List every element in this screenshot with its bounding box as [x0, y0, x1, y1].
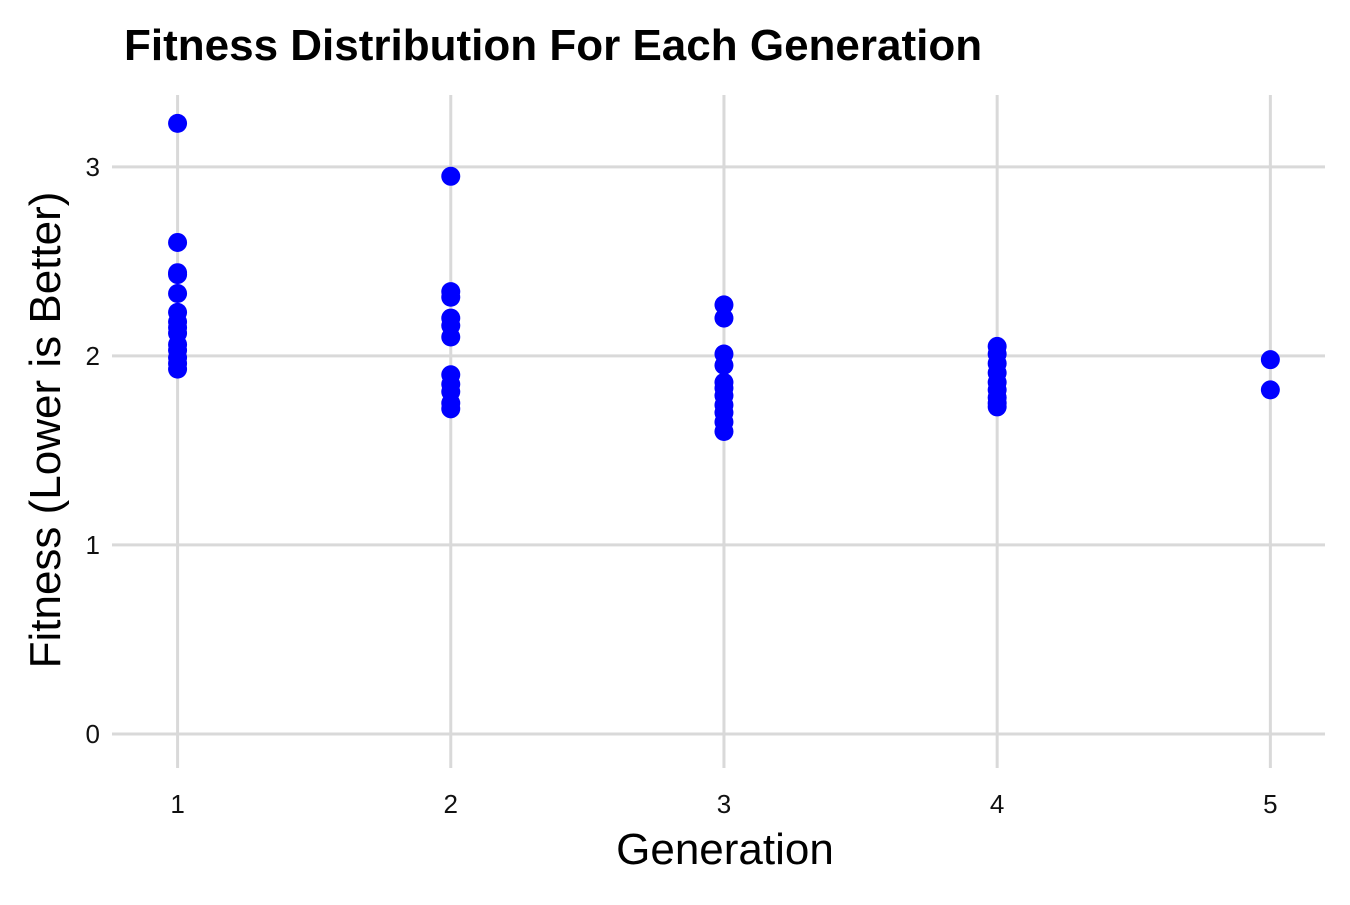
x-tick-label: 2 [444, 789, 458, 819]
y-tick-label: 3 [86, 152, 100, 182]
chart-title: Fitness Distribution For Each Generation [124, 21, 982, 70]
data-point [1260, 380, 1280, 400]
y-tick-label: 0 [86, 719, 100, 749]
data-point [714, 308, 734, 328]
data-point [441, 287, 461, 307]
data-point [714, 355, 734, 375]
data-point [168, 113, 188, 133]
x-tick-label: 3 [717, 789, 731, 819]
y-axis-ticks: 0 1 2 3 [86, 152, 100, 749]
data-point [714, 422, 734, 441]
data-point [987, 397, 1007, 417]
x-tick-label: 5 [1263, 789, 1277, 819]
x-tick-label: 1 [170, 789, 184, 819]
x-axis-ticks: 1 2 3 4 5 [170, 789, 1277, 819]
data-point [168, 283, 188, 303]
data-point [168, 265, 188, 285]
x-tick-label: 4 [990, 789, 1004, 819]
data-point [441, 166, 461, 186]
y-axis-label: Fitness (Lower is Better) [21, 192, 70, 669]
data-point [168, 359, 188, 379]
data-point [1260, 350, 1280, 370]
x-axis-label: Generation [616, 825, 834, 874]
data-points [168, 113, 1280, 441]
y-tick-label: 1 [86, 530, 100, 560]
data-point [168, 232, 188, 252]
data-point [441, 327, 461, 347]
data-point [441, 399, 461, 419]
data-point [714, 295, 734, 315]
y-tick-label: 2 [86, 341, 100, 371]
